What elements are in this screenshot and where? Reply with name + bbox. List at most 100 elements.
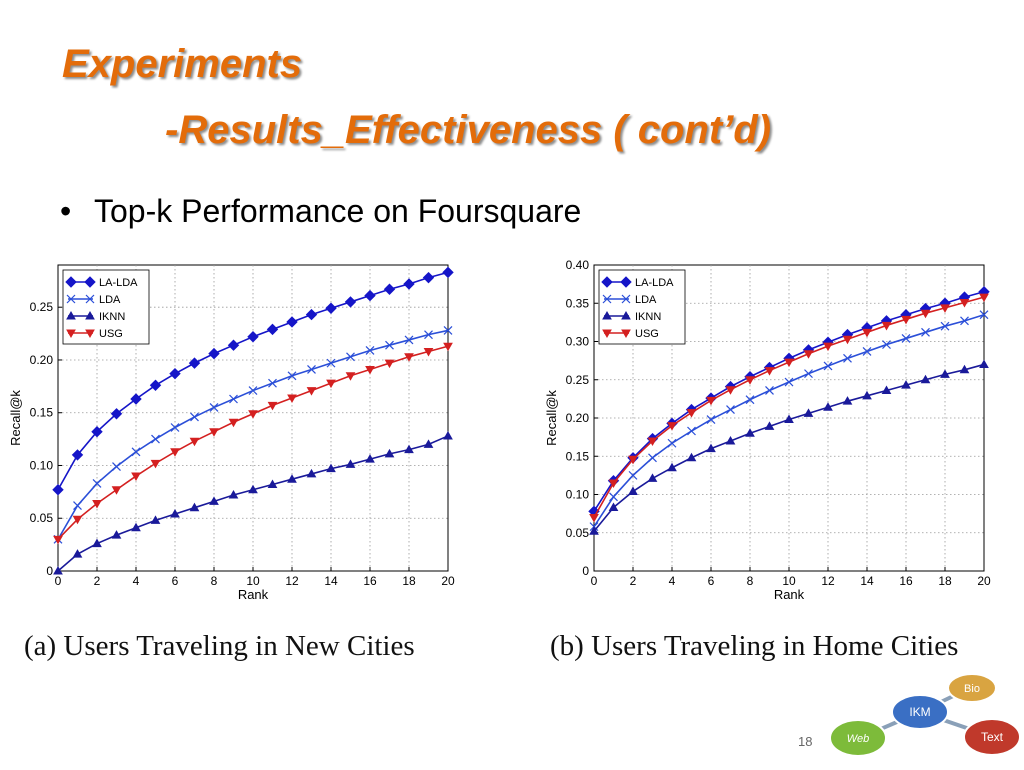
chart-a-usg-point xyxy=(189,437,200,447)
chart-b-iknn-point xyxy=(686,452,697,462)
chart-a-xtick-label: 6 xyxy=(172,574,179,588)
logo-node-web xyxy=(829,719,887,757)
chart-a-la-lda-point xyxy=(130,393,142,405)
chart-a-la-lda-point xyxy=(383,283,396,295)
chart-b-legend-marker-usg xyxy=(602,329,612,339)
logo-label-text: Text xyxy=(981,730,1004,744)
caption-home-cities: (b) Users Traveling in Home Cities xyxy=(550,630,959,662)
chart-a-ytick-label: 0.25 xyxy=(30,300,54,314)
chart-b-legend-marker-lda xyxy=(602,294,612,304)
title-line-1: Experiments xyxy=(62,42,303,86)
chart-a-lda-point xyxy=(287,371,297,381)
chart-b-iknn-point xyxy=(823,402,833,411)
chart-b-legend-marker-la-lda xyxy=(620,276,632,288)
chart-a-usg-point xyxy=(170,448,180,457)
chart-b-xlabel: Rank xyxy=(774,587,805,602)
chart-a-lda-point xyxy=(248,386,258,395)
chart-b-iknn-point xyxy=(862,390,872,400)
chart-a-legend-marker-lda xyxy=(66,294,76,304)
chart-a-iknn-point xyxy=(365,454,375,463)
chart-b-iknn-point xyxy=(745,428,755,437)
chart-home-cities: 0 0.05 0.10 0.15 0.20 0.25 0.30 0.35 0.40 0 2 4 6 8 10… xyxy=(544,258,991,602)
logo-node-ikm xyxy=(891,694,949,730)
chart-b-legend-marker-lda xyxy=(621,294,631,304)
chart-a-iknn-point xyxy=(384,448,395,458)
chart-a-legend-label-la-lda: LA-LDA xyxy=(99,277,138,289)
chart-b-xtick-label: 2 xyxy=(630,574,637,588)
chart-a-xtick-label: 2 xyxy=(94,574,101,588)
chart-b-legend-label-la-lda: LA-LDA xyxy=(635,277,674,289)
chart-a-xlabel: Rank xyxy=(238,587,269,602)
chart-a-usg-point xyxy=(267,401,278,411)
chart-a-usg-point xyxy=(384,359,395,369)
chart-a-la-lda-point xyxy=(286,316,298,328)
chart-b-iknn-point xyxy=(764,421,775,430)
chart-b-iknn-point xyxy=(881,385,892,394)
chart-a-lda-point xyxy=(170,423,180,432)
chart-a-la-lda-point xyxy=(227,339,240,351)
chart-a-la-lda-point xyxy=(188,357,201,369)
logo-label-bio: Bio xyxy=(964,683,980,695)
chart-b-usg-point xyxy=(881,321,892,331)
chart-b-iknn-point xyxy=(901,380,911,389)
chart-b-lda-point xyxy=(862,347,872,356)
chart-a-la-lda-point xyxy=(344,296,357,308)
chart-a-usg-point xyxy=(131,472,141,482)
chart-b-usg-point xyxy=(901,315,911,325)
chart-b-usg-point xyxy=(842,335,853,345)
chart-b-ytick-label: 0.05 xyxy=(566,526,590,540)
chart-a-ylabel: Recall@k xyxy=(8,390,23,446)
chart-a-legend-marker-usg xyxy=(66,329,76,339)
chart-a-xtick-label: 14 xyxy=(324,574,338,588)
chart-a-usg-point xyxy=(443,342,453,352)
chart-b-lda-point xyxy=(706,415,716,424)
chart-b-xtick-label: 18 xyxy=(938,574,952,588)
chart-b-iknn-point xyxy=(940,369,950,378)
chart-a-xtick-label: 8 xyxy=(211,574,218,588)
chart-b-ytick-label: 0.15 xyxy=(566,449,590,463)
chart-a-iknn-point xyxy=(287,474,297,483)
chart-a-iknn-point xyxy=(111,530,122,539)
chart-a-la-lda-point xyxy=(247,331,259,343)
chart-b-lda-point xyxy=(960,316,969,326)
chart-a-la-lda-point xyxy=(149,379,162,391)
chart-b-lda-point xyxy=(823,361,833,371)
chart-b-ytick-label: 0.25 xyxy=(566,373,590,387)
chart-new-cities: 0 0.05 0.10 0.15 0.20 0.25 0 2 4 6 8 10 12 14 16 18 20 Ra… xyxy=(8,264,455,602)
chart-b-iknn-point xyxy=(842,396,853,405)
chart-a-lda-point xyxy=(209,403,219,412)
chart-a-lda-point xyxy=(404,335,414,345)
chart-b-lda-point xyxy=(628,470,638,480)
chart-b-usg-point xyxy=(979,293,989,303)
chart-b-iknn-point xyxy=(979,359,989,368)
chart-a-lda-point xyxy=(151,434,160,444)
chart-b-usg-point xyxy=(823,342,833,352)
chart-b-usg-point xyxy=(803,350,814,359)
chart-b-usg-point xyxy=(784,358,794,368)
chart-a-usg-point xyxy=(404,353,414,362)
chart-a-iknn-point xyxy=(228,490,239,499)
logo-node-text xyxy=(963,718,1020,756)
chart-a-ytick-label: 0.05 xyxy=(30,511,54,525)
chart-b-iknn-point xyxy=(959,364,970,374)
chart-b-lda-point xyxy=(609,492,618,502)
chart-a-iknn-point xyxy=(131,522,141,532)
chart-a-xtick-label: 20 xyxy=(441,574,455,588)
chart-a-iknn-point xyxy=(53,565,63,575)
chart-b-iknn-point xyxy=(784,414,794,424)
chart-a-legend-label-lda: LDA xyxy=(99,294,121,306)
chart-a-legend-marker-la-lda xyxy=(84,276,96,288)
chart-b-xtick-label: 4 xyxy=(669,574,676,588)
chart-b-lda-point xyxy=(882,340,891,349)
chart-b-usg-point xyxy=(667,422,677,431)
chart-a-lda-point xyxy=(307,365,316,374)
chart-b-lda-point xyxy=(745,395,755,405)
chart-a-iknn-point xyxy=(170,509,180,518)
chart-b-iknn-point xyxy=(589,526,599,535)
chart-b-lda-point xyxy=(843,353,852,363)
chart-a-la-lda-point xyxy=(403,278,415,290)
chart-b-xtick-label: 12 xyxy=(821,574,835,588)
chart-a-xtick-label: 16 xyxy=(363,574,377,588)
chart-a-lda-point xyxy=(190,412,199,422)
chart-b-usg-point xyxy=(589,513,599,523)
